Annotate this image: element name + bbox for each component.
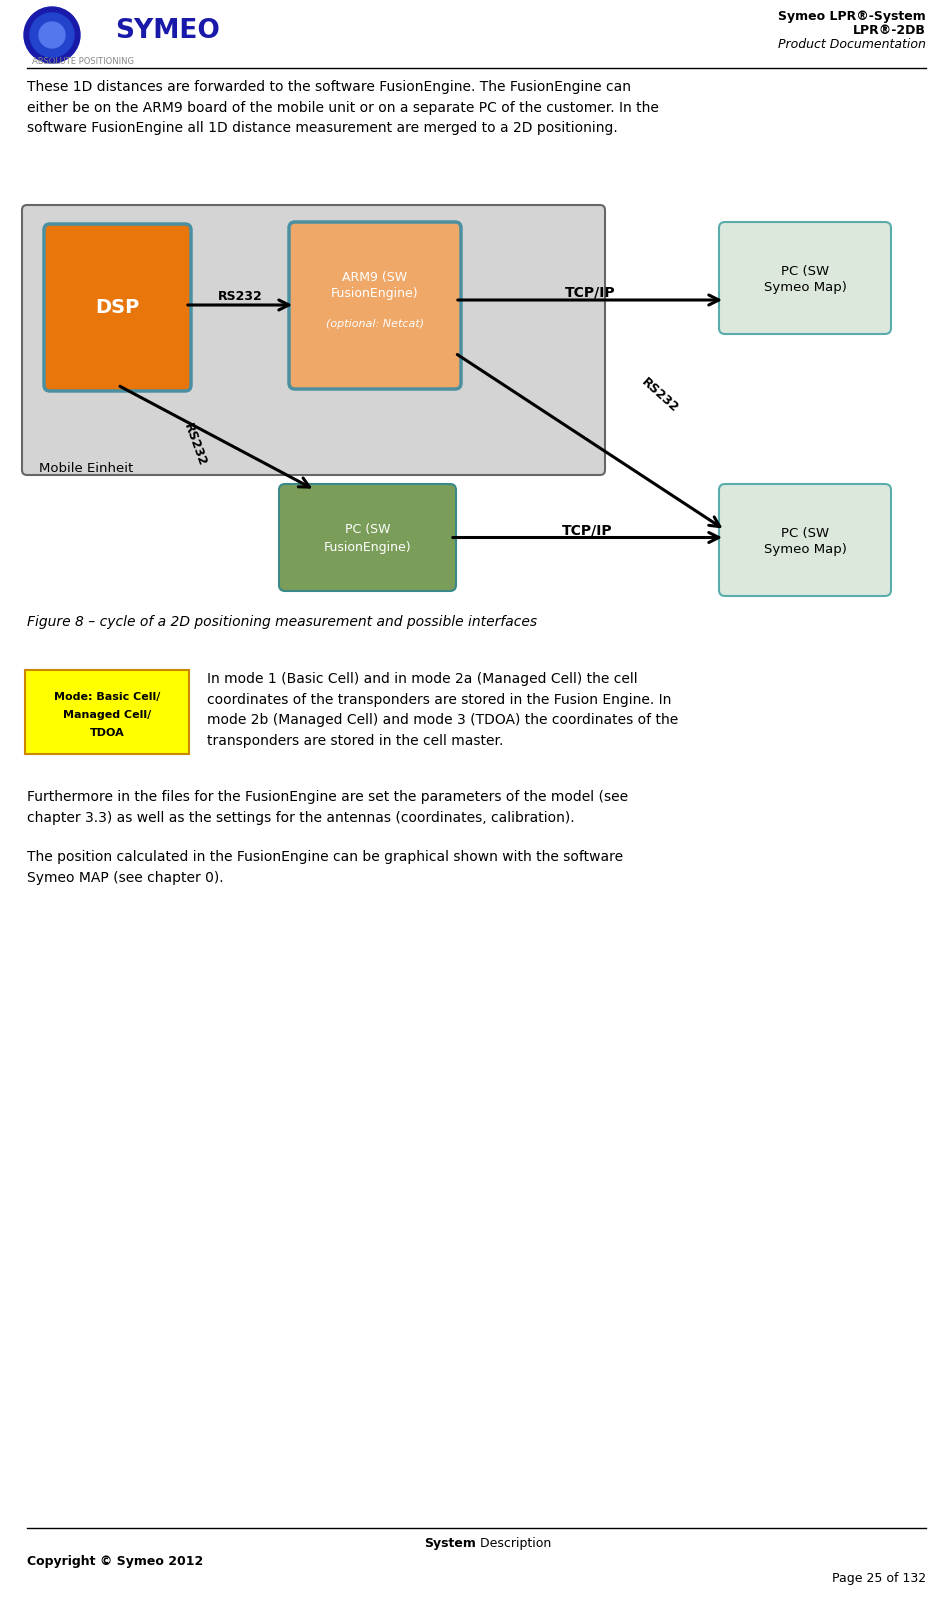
Text: Symeo LPR®-System: Symeo LPR®-System xyxy=(778,10,925,22)
Text: RS232: RS232 xyxy=(217,289,262,304)
FancyBboxPatch shape xyxy=(44,224,190,392)
Text: Product Documentation: Product Documentation xyxy=(778,38,925,51)
Text: TCP/IP: TCP/IP xyxy=(562,524,612,537)
Text: RS232: RS232 xyxy=(181,422,208,468)
Text: TDOA: TDOA xyxy=(89,729,125,738)
Circle shape xyxy=(39,22,65,48)
Text: (optional: Netcat): (optional: Netcat) xyxy=(326,320,424,329)
Text: SYMEO: SYMEO xyxy=(115,18,220,45)
Text: Symeo Map): Symeo Map) xyxy=(763,281,845,294)
Text: Managed Cell/: Managed Cell/ xyxy=(63,710,151,721)
Text: FusionEngine): FusionEngine) xyxy=(324,542,411,555)
Text: Description: Description xyxy=(475,1537,550,1550)
Text: Mode: Basic Cell/: Mode: Basic Cell/ xyxy=(53,692,160,702)
Text: RS232: RS232 xyxy=(639,376,681,415)
Text: PC (SW: PC (SW xyxy=(780,526,828,540)
Text: ARM9 (SW: ARM9 (SW xyxy=(342,272,407,284)
FancyBboxPatch shape xyxy=(279,484,455,591)
Circle shape xyxy=(30,13,74,58)
Text: In mode 1 (Basic Cell) and in mode 2a (Managed Cell) the cell
coordinates of the: In mode 1 (Basic Cell) and in mode 2a (M… xyxy=(207,673,678,748)
Text: TCP/IP: TCP/IP xyxy=(565,284,615,299)
Text: Symeo Map): Symeo Map) xyxy=(763,543,845,556)
Text: PC (SW: PC (SW xyxy=(780,265,828,278)
FancyBboxPatch shape xyxy=(718,484,890,596)
Text: The position calculated in the FusionEngine can be graphical shown with the soft: The position calculated in the FusionEng… xyxy=(27,850,623,885)
Text: LPR®-2DB: LPR®-2DB xyxy=(852,24,925,37)
Text: Page 25 of 132: Page 25 of 132 xyxy=(831,1572,925,1585)
FancyBboxPatch shape xyxy=(25,670,188,754)
Text: PC (SW: PC (SW xyxy=(345,523,389,535)
Text: DSP: DSP xyxy=(95,297,140,316)
Text: ABSOLUTE POSITIONING: ABSOLUTE POSITIONING xyxy=(32,58,134,66)
Text: Figure 8 – cycle of a 2D positioning measurement and possible interfaces: Figure 8 – cycle of a 2D positioning mea… xyxy=(27,615,537,630)
Text: These 1D distances are forwarded to the software FusionEngine. The FusionEngine : These 1D distances are forwarded to the … xyxy=(27,80,658,136)
Circle shape xyxy=(24,6,80,62)
Text: System: System xyxy=(424,1537,475,1550)
FancyBboxPatch shape xyxy=(288,222,461,388)
Text: Mobile Einheit: Mobile Einheit xyxy=(39,462,133,475)
Text: FusionEngine): FusionEngine) xyxy=(331,288,418,300)
Text: Furthermore in the files for the FusionEngine are set the parameters of the mode: Furthermore in the files for the FusionE… xyxy=(27,789,627,825)
FancyBboxPatch shape xyxy=(22,205,605,475)
FancyBboxPatch shape xyxy=(718,222,890,334)
Text: Copyright © Symeo 2012: Copyright © Symeo 2012 xyxy=(27,1555,203,1568)
